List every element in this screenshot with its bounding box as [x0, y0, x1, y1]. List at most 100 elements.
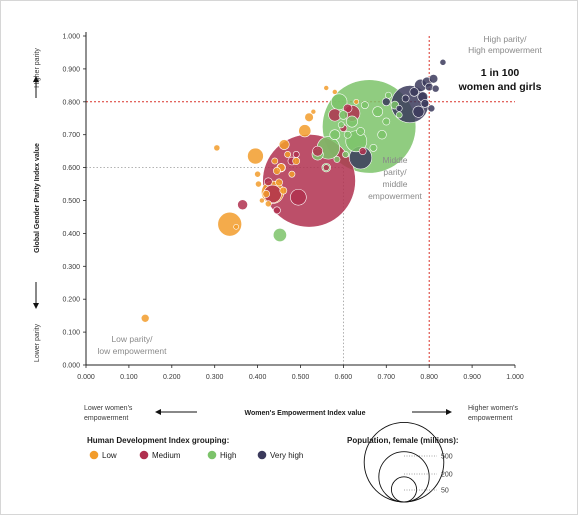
x-tick-label: 0.700	[378, 374, 396, 381]
data-point	[330, 93, 348, 111]
middle-quadrant-label-line2: parity/	[383, 167, 407, 177]
data-point	[279, 186, 288, 195]
data-point	[329, 129, 341, 141]
data-point	[358, 147, 367, 156]
x-axis-right-label-line2: empowerment	[468, 415, 512, 422]
data-point	[278, 139, 290, 150]
data-point	[343, 130, 352, 139]
data-point	[213, 144, 221, 152]
size-legend-label: 200	[441, 472, 453, 479]
data-point	[233, 224, 239, 230]
y-axis-bottom-label: Lower parity	[34, 323, 41, 362]
headline-line2: women and girls	[458, 81, 542, 93]
data-point	[395, 104, 403, 112]
low-quadrant-label-line2: low empowerment	[98, 346, 168, 356]
data-point	[290, 188, 307, 206]
x-tick-label: 0.500	[292, 374, 310, 381]
x-axis-right-label-line1: Higher women's	[468, 405, 518, 412]
data-point	[292, 151, 300, 158]
y-tick-label: 0.400	[62, 231, 80, 238]
data-point	[420, 99, 430, 108]
y-tick-label: 0.800	[62, 99, 80, 106]
data-point	[372, 106, 384, 118]
y-axis-top-label: Higher parity	[34, 48, 41, 88]
data-point	[255, 180, 262, 188]
data-point	[237, 199, 248, 211]
data-point	[401, 94, 410, 103]
size-legend-title: Population, female (millions):	[347, 436, 459, 445]
data-point	[310, 108, 317, 115]
data-point	[264, 177, 273, 187]
data-point	[304, 112, 314, 122]
legend: Low Medium High Very high	[89, 450, 303, 460]
data-point	[323, 85, 330, 91]
y-tick-label: 0.100	[62, 330, 80, 337]
data-point	[284, 151, 292, 158]
data-point	[409, 87, 419, 97]
data-point	[298, 124, 312, 138]
data-point	[369, 144, 378, 152]
data-point	[247, 147, 264, 165]
x-tick-label: 0.600	[335, 374, 353, 381]
bubbles-layer	[140, 58, 447, 323]
data-point	[338, 110, 349, 120]
data-point	[428, 74, 439, 84]
data-point	[427, 104, 436, 113]
legend-label: Very high	[270, 451, 303, 460]
high-quadrant-label-line2: High empowerment	[468, 45, 542, 55]
data-point	[292, 157, 301, 165]
data-point	[356, 127, 365, 136]
data-point	[342, 151, 349, 158]
data-point	[439, 58, 447, 66]
data-point	[262, 190, 271, 198]
data-point	[431, 84, 440, 93]
data-point	[217, 211, 242, 237]
x-axis-left-label-line2: empowerment	[84, 415, 128, 422]
size-legend-label: 50	[441, 488, 449, 495]
data-point	[333, 155, 341, 163]
data-point	[382, 97, 391, 107]
headline-line1: 1 in 100	[481, 67, 520, 79]
data-point	[343, 103, 353, 114]
legend-swatch-icon	[89, 450, 99, 460]
data-point	[275, 178, 283, 187]
data-point	[353, 98, 360, 105]
data-point	[254, 170, 261, 178]
legend-label: High	[220, 451, 236, 460]
y-tick-label: 0.200	[62, 297, 80, 304]
y-tick-label: 0.700	[62, 132, 80, 139]
low-quadrant-label-line1: Low parity/	[111, 334, 153, 344]
data-point	[395, 111, 403, 119]
x-tick-label: 0.800	[420, 374, 438, 381]
tick-labels: 0.000 0.100 0.200 0.300 0.400 0.500 0.600 0.700…	[62, 34, 523, 382]
x-arrow-right-icon	[412, 409, 452, 415]
legend-label: Medium	[152, 451, 181, 460]
size-legend-circle	[390, 476, 418, 503]
data-point	[273, 167, 281, 175]
data-point	[140, 314, 150, 323]
data-point	[332, 89, 338, 95]
middle-quadrant-label-line4: empowerment	[368, 191, 422, 201]
data-point	[322, 164, 330, 171]
data-point	[273, 206, 281, 215]
data-point	[271, 157, 279, 165]
data-point	[377, 130, 387, 140]
middle-quadrant-label-line3: middle	[382, 179, 407, 189]
size-legend-label: 500	[441, 454, 453, 461]
data-point	[259, 197, 265, 204]
middle-quadrant-label-line1: Middle	[382, 155, 407, 165]
data-point	[382, 117, 391, 126]
x-arrow-left-icon	[155, 409, 197, 415]
size-legend: 500 200 50	[363, 421, 453, 503]
x-tick-label: 0.100	[120, 374, 138, 381]
x-tick-label: 1.000	[506, 374, 524, 381]
legend-title: Human Development Index grouping:	[87, 436, 229, 445]
y-tick-label: 1.000	[62, 34, 80, 41]
data-point	[346, 115, 358, 128]
data-point	[272, 228, 287, 243]
legend-swatch-icon	[139, 450, 149, 460]
data-point	[312, 145, 323, 157]
data-point	[337, 121, 345, 129]
legend-swatch-icon	[207, 450, 217, 460]
